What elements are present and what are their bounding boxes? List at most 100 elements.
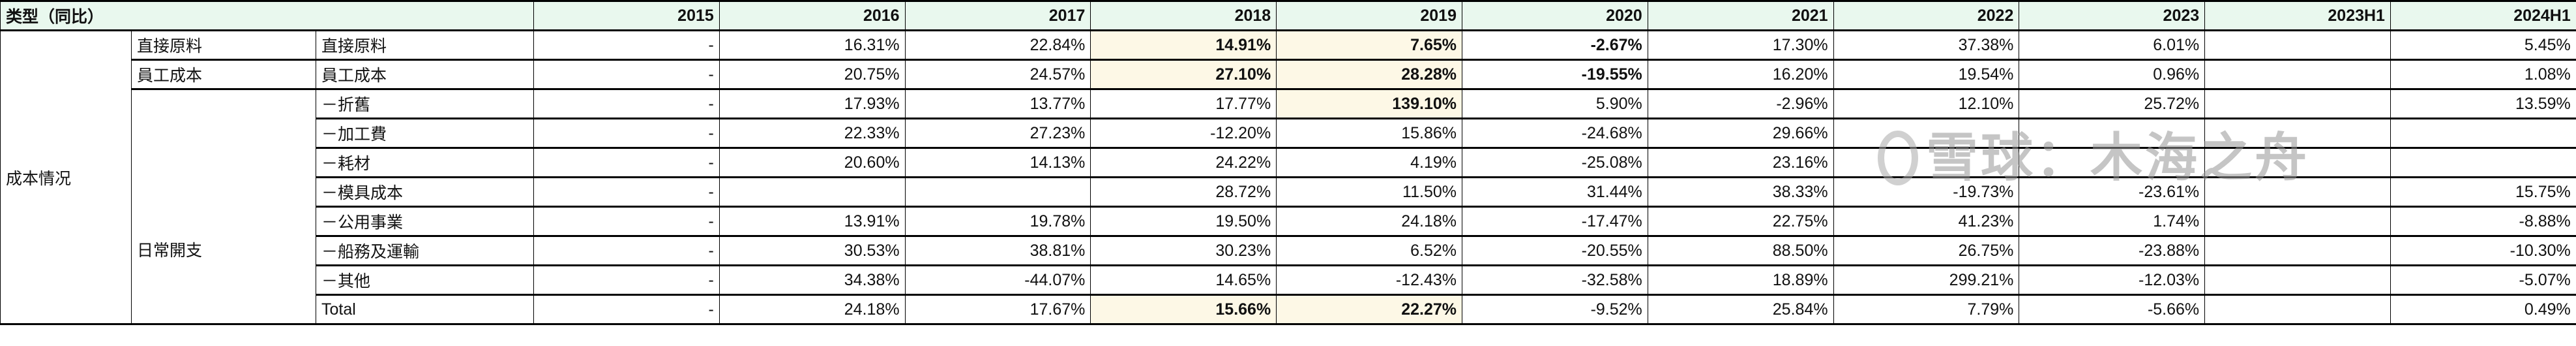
value-cell-2019: 139.10% xyxy=(1276,88,1462,119)
value-cell-2020: -2.67% xyxy=(1461,29,1648,61)
item-label: Total xyxy=(316,294,534,325)
value-cell-2019: 15.86% xyxy=(1276,118,1462,149)
value-cell-2024H1: -10.30% xyxy=(2390,235,2576,266)
value-cell-2022: 7.79% xyxy=(1833,294,2020,325)
value-cell-2020: -24.68% xyxy=(1461,118,1648,149)
value-cell-2023: 0.96% xyxy=(2019,59,2206,90)
value-cell-2023H1 xyxy=(2204,147,2391,178)
value-cell-2021: 16.20% xyxy=(1647,59,1834,90)
item-label: －公用事業 xyxy=(316,206,534,237)
item-label: 直接原料 xyxy=(316,29,534,61)
cost-yoy-table: 类型（同比） 2015 2016 2017 2018 2019 2020 2021 2022 2… xyxy=(0,0,2576,325)
year-header-2017: 2017 xyxy=(904,0,1091,31)
category-label: 直接原料 xyxy=(131,29,316,61)
value-cell-2016: 16.31% xyxy=(718,29,906,61)
value-cell-2017: 27.23% xyxy=(904,118,1091,149)
value-cell-2024H1: -5.07% xyxy=(2390,264,2576,296)
value-cell-2019: -12.43% xyxy=(1276,264,1462,296)
value-cell-2016: 13.91% xyxy=(718,206,906,237)
value-cell-2022: 37.38% xyxy=(1833,29,2020,61)
value-cell-2023: -5.66% xyxy=(2019,294,2206,325)
value-cell-2018: 27.10% xyxy=(1090,59,1277,90)
table-row: 員工成本 員工成本 -20.75% 24.57% 27.10% 28.28% -19.55%… xyxy=(1,59,2576,90)
value-cell-2023H1 xyxy=(2204,29,2391,61)
value-cell-2024H1: 13.59% xyxy=(2390,88,2576,119)
value-cell-2023: -23.61% xyxy=(2019,176,2206,208)
value-cell-2015: - xyxy=(533,176,720,208)
value-cell-2021: 88.50% xyxy=(1647,235,1834,266)
table-row: －船務及運輸 -30.53% 38.81% 30.23% 6.52% -20.55% 88.… xyxy=(1,235,2576,266)
value-cell-2022: -19.73% xyxy=(1833,176,2020,208)
header-row: 类型（同比） 2015 2016 2017 2018 2019 2020 2021 2022 2… xyxy=(0,0,2576,31)
value-cell-2020: -17.47% xyxy=(1461,206,1648,237)
category-label: 日常開支 xyxy=(131,88,316,325)
value-cell-2020: -25.08% xyxy=(1461,147,1648,178)
year-header-2015: 2015 xyxy=(533,0,720,31)
year-header-2020: 2020 xyxy=(1461,0,1648,31)
value-cell-2015: - xyxy=(533,118,720,149)
value-cell-2022 xyxy=(1833,118,2020,149)
value-cell-2017 xyxy=(904,176,1091,208)
value-cell-2023H1 xyxy=(2204,88,2391,119)
value-cell-2023H1 xyxy=(2204,294,2391,325)
value-cell-2015: - xyxy=(533,264,720,296)
value-cell-2020: -9.52% xyxy=(1461,294,1648,325)
value-cell-2018: 15.66% xyxy=(1090,294,1277,325)
item-label: －船務及運輸 xyxy=(316,235,534,266)
year-header-2021: 2021 xyxy=(1647,0,1834,31)
value-cell-2016: 20.75% xyxy=(718,59,906,90)
value-cell-2022: 41.23% xyxy=(1833,206,2020,237)
value-cell-2022: 26.75% xyxy=(1833,235,2020,266)
value-cell-2023H1 xyxy=(2204,264,2391,296)
value-cell-2021: 38.33% xyxy=(1647,176,1834,208)
value-cell-2023: 1.74% xyxy=(2019,206,2206,237)
value-cell-2019: 24.18% xyxy=(1276,206,1462,237)
value-cell-2023: 25.72% xyxy=(2019,88,2206,119)
value-cell-2024H1: 5.45% xyxy=(2390,29,2576,61)
item-label: －耗材 xyxy=(316,147,534,178)
year-header-2022: 2022 xyxy=(1833,0,2020,31)
value-cell-2018: 17.77% xyxy=(1090,88,1277,119)
value-cell-2022: 12.10% xyxy=(1833,88,2020,119)
table-row: －公用事業 -13.91% 19.78% 19.50% 24.18% -17.47% 22.… xyxy=(1,206,2576,237)
value-cell-2021: 25.84% xyxy=(1647,294,1834,325)
year-header-2023: 2023 xyxy=(2019,0,2206,31)
table-body: 成本情况 直接原料 直接原料 -16.31% 22.84% 14.91% 7.65% -2.6… xyxy=(0,29,2576,325)
item-label: 員工成本 xyxy=(316,59,534,90)
value-cell-2021: -2.96% xyxy=(1647,88,1834,119)
value-cell-2020: -19.55% xyxy=(1461,59,1648,90)
value-cell-2017: 38.81% xyxy=(904,235,1091,266)
value-cell-2015: - xyxy=(533,235,720,266)
year-header-2016: 2016 xyxy=(718,0,906,31)
item-label: －模具成本 xyxy=(316,176,534,208)
value-cell-2022 xyxy=(1833,147,2020,178)
year-header-2019: 2019 xyxy=(1276,0,1462,31)
year-header-2018: 2018 xyxy=(1090,0,1277,31)
value-cell-2023 xyxy=(2019,147,2206,178)
value-cell-2015: - xyxy=(533,294,720,325)
value-cell-2019: 11.50% xyxy=(1276,176,1462,208)
type-header: 类型（同比） xyxy=(0,0,534,31)
value-cell-2015: - xyxy=(533,147,720,178)
value-cell-2017: 22.84% xyxy=(904,29,1091,61)
table-row: Total -24.18% 17.67% 15.66% 22.27% -9.52% 25.8… xyxy=(1,294,2576,325)
value-cell-2017: 19.78% xyxy=(904,206,1091,237)
value-cell-2023: 6.01% xyxy=(2019,29,2206,61)
value-cell-2019: 28.28% xyxy=(1276,59,1462,90)
value-cell-2023H1 xyxy=(2204,59,2391,90)
value-cell-2017: -44.07% xyxy=(904,264,1091,296)
value-cell-2023: -12.03% xyxy=(2019,264,2206,296)
value-cell-2024H1: 0.49% xyxy=(2390,294,2576,325)
value-cell-2015: - xyxy=(533,206,720,237)
value-cell-2024H1: 15.75% xyxy=(2390,176,2576,208)
value-cell-2017: 14.13% xyxy=(904,147,1091,178)
value-cell-2016: 24.18% xyxy=(718,294,906,325)
value-cell-2017: 13.77% xyxy=(904,88,1091,119)
value-cell-2015: - xyxy=(533,59,720,90)
table-row: －加工費 -22.33% 27.23% -12.20% 15.86% -24.68% 29.… xyxy=(1,118,2576,149)
value-cell-2015: - xyxy=(533,88,720,119)
item-label: －加工費 xyxy=(316,118,534,149)
value-cell-2016: 30.53% xyxy=(718,235,906,266)
value-cell-2018: 14.65% xyxy=(1090,264,1277,296)
value-cell-2020: 31.44% xyxy=(1461,176,1648,208)
